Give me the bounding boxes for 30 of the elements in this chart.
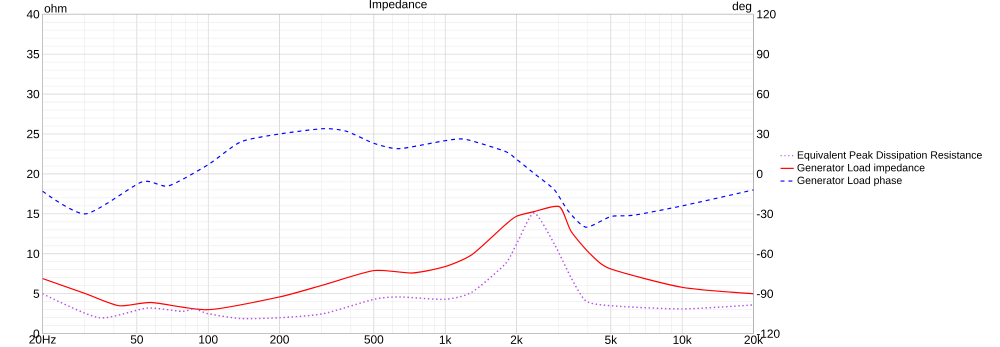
y-tick-label: 5 (34, 290, 40, 298)
x-tick-label: 200 (270, 335, 289, 344)
x-tick-label: 1k (440, 335, 452, 344)
y2-tick-label: -30 (756, 210, 774, 218)
y-tick-label: 20 (27, 170, 40, 178)
chart-title: Impedance (370, 0, 427, 11)
y-tick-label: 10 (27, 250, 40, 258)
y2-tick-label: 60 (756, 90, 770, 98)
legend-label: Generator Load phase (798, 176, 902, 186)
y-axis-title: ohm (44, 4, 66, 13)
y2-tick-label: -90 (756, 290, 774, 298)
y-tick-label: 30 (26, 90, 40, 98)
y2-axis-title: deg (732, 2, 752, 13)
y2-tick-label: 90 (756, 50, 770, 59)
y2-tick-label: 120 (757, 10, 776, 19)
y-tick-label: 15 (27, 210, 40, 218)
legend-label: Generator Load impedance (798, 164, 925, 174)
y2-tick-label: 30 (756, 130, 770, 138)
x-tick-label: 10k (674, 335, 692, 344)
x-tick-label: 500 (364, 335, 384, 344)
x-tick-label: 2k (510, 335, 523, 344)
y-tick-label: 25 (27, 130, 40, 138)
x-tick-label: 50 (130, 335, 143, 344)
x-tick-label: 100 (199, 335, 218, 344)
x-tick-label: 5k (605, 335, 618, 344)
y2-tick-label: -60 (756, 250, 774, 258)
legend-label: Equivalent Peak Dissipation Resistance (798, 151, 982, 162)
y-tick-label: 35 (26, 50, 40, 59)
y-tick-label: 40 (26, 10, 40, 19)
y2-tick-label: 0 (756, 170, 763, 178)
